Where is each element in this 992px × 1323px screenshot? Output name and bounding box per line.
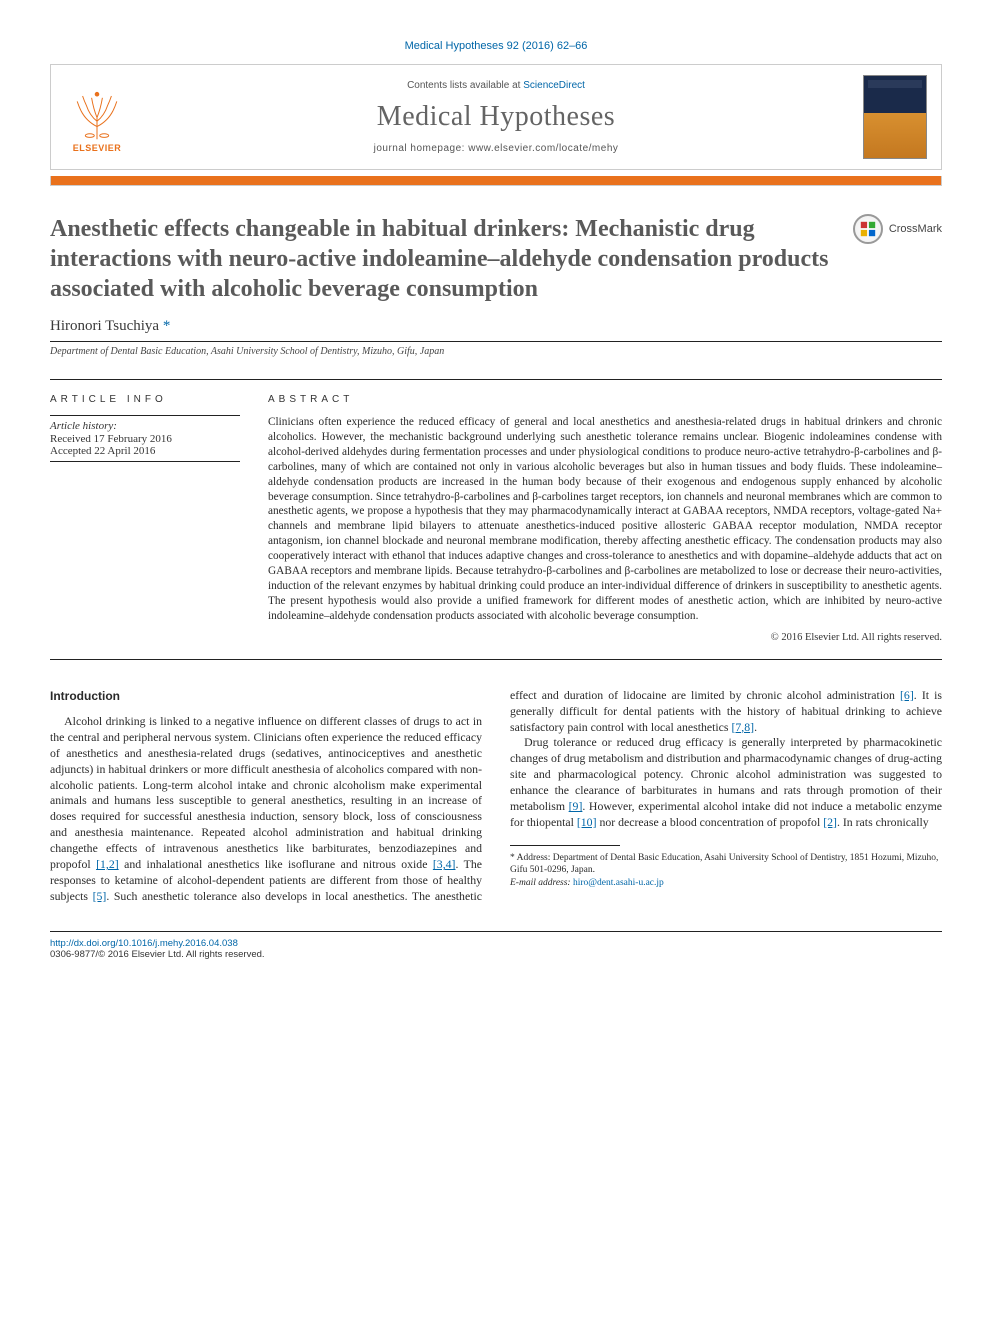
citation-link[interactable]: [9] bbox=[569, 799, 583, 813]
journal-name: Medical Hypotheses bbox=[143, 101, 849, 133]
sciencedirect-link[interactable]: ScienceDirect bbox=[523, 80, 585, 91]
footnote-rule bbox=[510, 845, 620, 846]
journal-banner: ELSEVIER Contents lists available at Sci… bbox=[50, 64, 942, 170]
citation-link[interactable]: [3,4] bbox=[433, 857, 456, 871]
authors: Hironori Tsuchiya * bbox=[50, 318, 942, 335]
contents-prefix: Contents lists available at bbox=[407, 80, 523, 91]
accent-bar bbox=[50, 176, 942, 186]
corresponding-address-footnote: * Address: Department of Dental Basic Ed… bbox=[510, 852, 942, 877]
page-footer: http://dx.doi.org/10.1016/j.mehy.2016.04… bbox=[50, 931, 942, 960]
crossmark-widget[interactable]: CrossMark bbox=[853, 214, 942, 244]
affiliation: Department of Dental Basic Education, As… bbox=[50, 341, 942, 357]
email-footnote: E-mail address: hiro@dent.asahi-u.ac.jp bbox=[510, 877, 942, 889]
email-label: E-mail address: bbox=[510, 878, 573, 888]
doi-link[interactable]: http://dx.doi.org/10.1016/j.mehy.2016.04… bbox=[50, 938, 238, 949]
crossmark-label: CrossMark bbox=[889, 223, 942, 235]
article-history-label: Article history: bbox=[50, 415, 240, 432]
elsevier-tree-icon bbox=[70, 87, 124, 141]
copyright-line: © 2016 Elsevier Ltd. All rights reserved… bbox=[268, 632, 942, 643]
corresponding-author-link[interactable]: * bbox=[163, 318, 171, 334]
article-title: Anesthetic effects changeable in habitua… bbox=[50, 214, 833, 304]
citation-link[interactable]: [2] bbox=[823, 815, 837, 829]
body-text-run: . In rats chronically bbox=[837, 815, 929, 829]
body-text-run: . bbox=[754, 720, 757, 734]
body-text-run: Alcohol drinking is linked to a negative… bbox=[50, 714, 482, 855]
journal-reference: Medical Hypotheses 92 (2016) 62–66 bbox=[50, 40, 942, 52]
abstract-text: Clinicians often experience the reduced … bbox=[268, 415, 942, 624]
received-date: Received 17 February 2016 bbox=[50, 433, 240, 445]
citation-link[interactable]: [1,2] bbox=[96, 857, 119, 871]
crossmark-icon bbox=[853, 214, 883, 244]
citation-link[interactable]: [6] bbox=[900, 688, 914, 702]
contents-available-line: Contents lists available at ScienceDirec… bbox=[143, 80, 849, 91]
footnote-address: Department of Dental Basic Education, As… bbox=[510, 853, 938, 875]
section-heading-introduction: Introduction bbox=[50, 688, 482, 704]
body-text-run: and inhalational anesthetics like isoflu… bbox=[119, 857, 433, 871]
citation-link[interactable]: [7,8] bbox=[731, 720, 754, 734]
elsevier-logo: ELSEVIER bbox=[65, 81, 129, 153]
paragraph: Drug tolerance or reduced drug efficacy … bbox=[510, 735, 942, 831]
journal-cover-thumbnail bbox=[863, 75, 927, 159]
body-text-run: nor decrease a blood concentration of pr… bbox=[597, 815, 824, 829]
accepted-date: Accepted 22 April 2016 bbox=[50, 445, 240, 457]
homepage-label: journal homepage: bbox=[374, 143, 469, 154]
homepage-url: www.elsevier.com/locate/mehy bbox=[468, 143, 618, 154]
elsevier-wordmark: ELSEVIER bbox=[73, 143, 122, 153]
issn-copyright-line: 0306-9877/© 2016 Elsevier Ltd. All right… bbox=[50, 949, 942, 960]
author-email-link[interactable]: hiro@dent.asahi-u.ac.jp bbox=[573, 878, 664, 888]
author-name: Hironori Tsuchiya bbox=[50, 318, 159, 334]
body-text: Introduction Alcohol drinking is linked … bbox=[50, 688, 942, 905]
footnote-label: * Address: bbox=[510, 853, 553, 863]
citation-link[interactable]: [5] bbox=[93, 889, 107, 903]
abstract-heading: ABSTRACT bbox=[268, 394, 942, 405]
citation-link[interactable]: [10] bbox=[577, 815, 597, 829]
article-info-heading: ARTICLE INFO bbox=[50, 394, 240, 405]
journal-homepage-line: journal homepage: www.elsevier.com/locat… bbox=[143, 143, 849, 154]
